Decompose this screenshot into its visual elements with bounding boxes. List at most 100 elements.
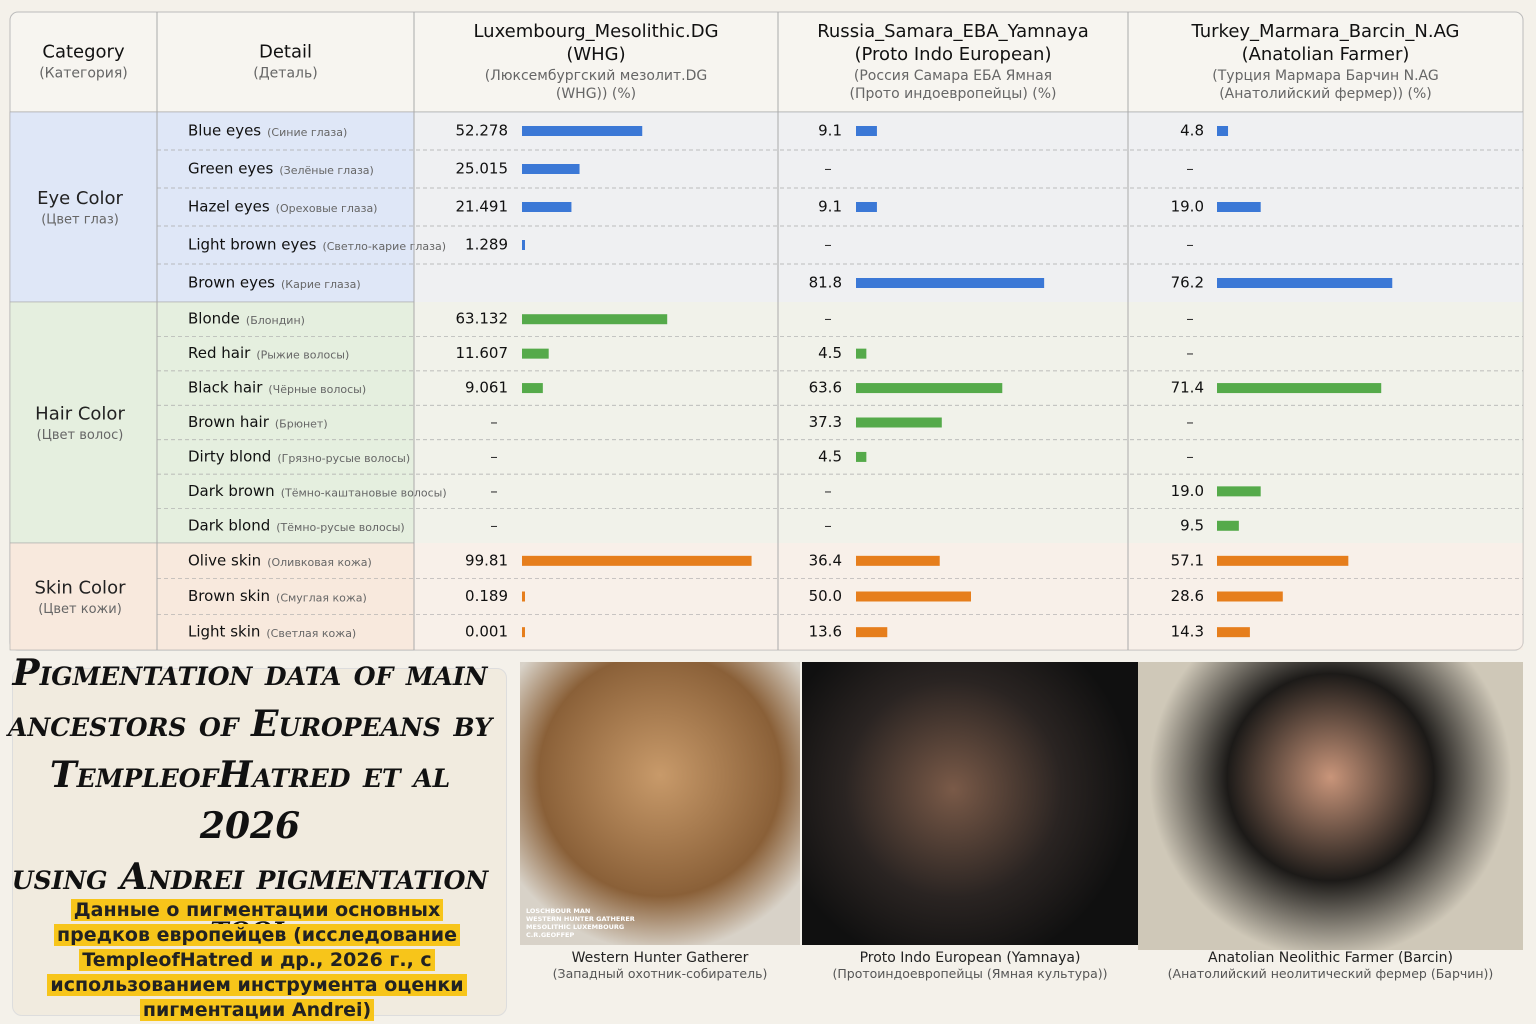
caption-ru: (Протоиндоевропейцы (Ямная культура)) [832, 966, 1108, 981]
subtitle-line: TempleofHatred и др., 2026 г., с [12, 948, 502, 973]
subtitle-text: предков европейцев (исследование [54, 924, 460, 946]
caption-en: Proto Indo European (Yamnaya) [859, 950, 1081, 966]
caption: Western Hunter Gatherer (Западный охотник… [520, 950, 800, 981]
value-label: 28.6 [1171, 587, 1204, 605]
header-subtitle: (Категория) [39, 66, 128, 82]
value-label: 9.1 [818, 198, 842, 216]
photo-text-line: LOSCHBOUR MAN [526, 907, 591, 915]
value-label: 1.289 [465, 236, 508, 254]
bar [856, 383, 1003, 394]
title: Pigmentation data of main ancestors of Eu… [0, 648, 500, 954]
title-line: TempleofHatred et al 2026 [49, 754, 451, 847]
value-label: 37.3 [809, 413, 842, 431]
title-line: using Andrei pigmentation [11, 856, 489, 898]
group-bg [9, 111, 415, 303]
caption-ru: (Анатолийский неолитический фермер (Барч… [1167, 966, 1494, 981]
bar [856, 278, 1045, 288]
bar [856, 451, 867, 462]
row-subtitle: (Зелёные глаза) [279, 164, 373, 177]
header-subtitle: (Анатолийский фермер)) (%) [1219, 86, 1432, 102]
row-subtitle: (Ореховые глаза) [276, 202, 378, 215]
value-label: 19.0 [1171, 198, 1204, 216]
row-name: Red hair [188, 344, 251, 362]
bar [1217, 627, 1250, 638]
header-subtitle: (Деталь) [253, 66, 317, 82]
value-label: 21.491 [456, 198, 509, 216]
empty-value: – [1186, 310, 1194, 328]
empty-value: – [824, 236, 832, 254]
header-title: (WHG) [566, 44, 625, 65]
group-bg [9, 301, 415, 544]
row-subtitle: (Светлая кожа) [266, 627, 356, 640]
subtitle-line: Данные о пигментации основных [12, 898, 502, 923]
group-bg-light [414, 112, 1523, 302]
header-title: Turkey_Marmara_Barcin_N.AG [1190, 21, 1459, 42]
value-label: 76.2 [1171, 274, 1204, 292]
title-line: ancestors of Europeans by [7, 703, 493, 745]
caption: Anatolian Neolithic Farmer (Barcin) (Анат… [1138, 950, 1523, 981]
row-name: Light brown eyes [188, 236, 317, 254]
photo [1138, 662, 1523, 950]
value-label: 19.0 [1171, 482, 1204, 500]
bar [522, 348, 549, 359]
bar [1217, 591, 1283, 602]
empty-value: – [1186, 236, 1194, 254]
row-name: Brown skin [188, 587, 270, 605]
subtitle-ru: Данные о пигментации основных предков евр… [12, 898, 502, 1023]
row-name: Black hair [188, 379, 263, 397]
bar [856, 202, 877, 212]
photo-text: LOSCHBOUR MAN WESTERN HUNTER GATHERER MESO… [526, 907, 635, 939]
subtitle-text: пигментации Andrei) [139, 999, 375, 1021]
empty-value: – [490, 447, 498, 465]
header-title: Luxembourg_Mesolithic.DG [473, 21, 718, 42]
row-name: Brown eyes [188, 274, 275, 292]
empty-value: – [490, 482, 498, 500]
header-subtitle: (WHG)) (%) [556, 86, 636, 102]
value-label: 81.8 [809, 274, 842, 292]
value-label: 52.278 [456, 122, 509, 140]
row-subtitle: (Тёмно-каштановые волосы) [281, 486, 447, 499]
bar [522, 202, 572, 212]
bar [522, 164, 580, 174]
value-label: 11.607 [456, 344, 509, 362]
row-name: Green eyes [188, 160, 274, 178]
subtitle-line: использованием инструмента оценки [12, 973, 502, 998]
bar [856, 591, 971, 602]
row-subtitle: (Чёрные волосы) [268, 383, 366, 396]
empty-value: – [824, 310, 832, 328]
subtitle-line: предков европейцев (исследование [12, 923, 502, 948]
row-subtitle: (Блондин) [246, 314, 305, 327]
bar [1217, 520, 1239, 531]
row-subtitle: (Смуглая кожа) [276, 592, 367, 605]
empty-value: – [824, 516, 832, 534]
bar [1217, 486, 1261, 497]
header-subtitle: (Россия Самара ЕБА Ямная [854, 68, 1052, 84]
value-label: 50.0 [809, 587, 842, 605]
group-bg-light [414, 302, 1523, 543]
bar [1217, 278, 1393, 288]
bar [522, 314, 668, 325]
photo [802, 662, 1138, 945]
value-label: 57.1 [1171, 551, 1204, 569]
value-label: 25.015 [456, 160, 509, 178]
value-label: 63.132 [456, 310, 509, 328]
value-label: 14.3 [1171, 623, 1204, 641]
group-name: Skin Color [35, 578, 127, 599]
row-name: Light skin [188, 623, 260, 641]
value-label: 36.4 [809, 551, 842, 569]
group-subtitle: (Цвет кожи) [38, 602, 122, 617]
bar [1217, 126, 1229, 136]
row-name: Dark brown [188, 482, 275, 500]
empty-value: – [1186, 344, 1194, 362]
value-label: 0.189 [465, 587, 508, 605]
group-name: Hair Color [35, 404, 125, 425]
bar [856, 417, 942, 428]
empty-value: – [1186, 413, 1194, 431]
photo-text-line: MESOLITHIC LUXEMBOURG [526, 923, 625, 931]
row-name: Blonde [188, 310, 240, 328]
caption-en: Anatolian Neolithic Farmer (Barcin) [1208, 950, 1453, 966]
empty-value: – [490, 413, 498, 431]
empty-value: – [490, 516, 498, 534]
value-label: 99.81 [465, 551, 508, 569]
value-label: 4.5 [818, 344, 842, 362]
